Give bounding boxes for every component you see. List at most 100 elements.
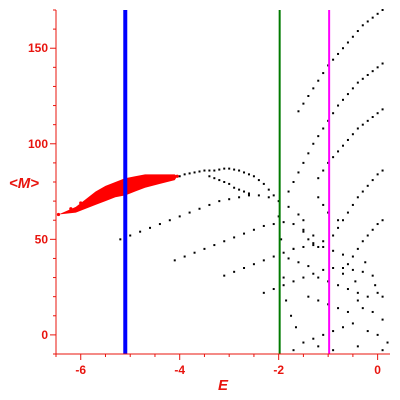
- black-data-point-183: [356, 299, 359, 302]
- black-data-point-115: [322, 127, 325, 130]
- black-data-point-5: [203, 169, 206, 172]
- black-data-point-29: [119, 238, 122, 241]
- black-data-point-131: [332, 156, 335, 159]
- x-tick-label: -2: [273, 363, 284, 377]
- black-data-point-20: [208, 175, 211, 178]
- black-data-point-156: [361, 240, 364, 243]
- black-data-point-149: [366, 184, 369, 187]
- black-data-point-42: [247, 194, 250, 197]
- black-data-point-83: [312, 272, 315, 275]
- x-tick-label: 0: [374, 363, 381, 377]
- black-data-point-139: [371, 116, 374, 119]
- black-data-point-193: [322, 333, 325, 336]
- black-data-point-65: [223, 274, 226, 277]
- black-data-point-98: [337, 52, 340, 55]
- red-data-point-8: [138, 182, 142, 186]
- black-data-point-41: [238, 196, 241, 199]
- black-data-point-62: [302, 228, 305, 231]
- black-data-point-51: [193, 251, 196, 254]
- black-data-point-184: [366, 295, 369, 298]
- black-data-point-198: [386, 341, 389, 344]
- black-data-point-199: [292, 349, 295, 352]
- black-data-point-91: [302, 102, 305, 105]
- black-data-point-179: [317, 299, 320, 302]
- black-data-point-39: [218, 200, 221, 203]
- black-data-point-158: [371, 228, 374, 231]
- black-data-point-145: [346, 211, 349, 214]
- black-data-point-166: [307, 238, 310, 241]
- black-data-point-36: [188, 211, 191, 214]
- black-data-point-69: [262, 259, 265, 262]
- black-data-point-73: [302, 245, 305, 248]
- black-data-point-82: [302, 276, 305, 279]
- black-data-point-76: [332, 249, 335, 252]
- black-data-point-188: [371, 310, 374, 313]
- black-data-point-30: [129, 234, 132, 237]
- y-tick-label: 150: [28, 41, 48, 55]
- black-data-point-155: [356, 247, 359, 250]
- black-data-point-18: [267, 188, 270, 191]
- black-data-point-202: [356, 345, 359, 348]
- black-data-point-22: [218, 179, 221, 182]
- black-data-point-56: [243, 232, 246, 235]
- black-data-point-111: [302, 161, 305, 164]
- black-data-point-168: [317, 245, 320, 248]
- black-data-point-127: [381, 62, 384, 65]
- black-data-point-86: [341, 267, 344, 269]
- black-data-point-170: [287, 257, 290, 260]
- black-data-point-162: [322, 203, 325, 206]
- black-data-point-108: [287, 190, 290, 193]
- black-data-point-90: [297, 110, 300, 113]
- black-data-point-92: [307, 95, 310, 97]
- red-data-point-1: [69, 207, 73, 211]
- black-data-point-164: [337, 219, 340, 222]
- black-data-point-53: [213, 244, 216, 247]
- black-data-point-71: [282, 251, 285, 254]
- black-data-point-117: [332, 112, 335, 115]
- y-tick-label: 100: [28, 137, 48, 151]
- black-data-point-81: [292, 280, 295, 283]
- black-data-point-197: [376, 333, 379, 336]
- red-data-point-9: [148, 180, 152, 184]
- black-data-point-173: [317, 276, 320, 279]
- black-data-point-99: [341, 47, 344, 50]
- black-data-point-208: [290, 314, 293, 317]
- black-data-point-132: [337, 150, 340, 153]
- red-data-point-6: [118, 186, 122, 190]
- black-data-point-57: [252, 228, 255, 231]
- black-data-point-11: [233, 168, 236, 171]
- red-band-area: [58, 174, 178, 215]
- black-data-point-161: [317, 196, 320, 199]
- black-data-point-80: [282, 284, 285, 287]
- black-data-point-128: [317, 177, 320, 180]
- red-data-point-2: [79, 201, 83, 205]
- black-data-point-60: [282, 221, 285, 224]
- black-data-point-200: [317, 345, 320, 348]
- x-axis-title: E: [218, 377, 229, 394]
- black-data-point-49: [173, 259, 176, 262]
- black-data-point-8: [218, 168, 221, 171]
- black-data-point-185: [376, 291, 379, 294]
- black-data-point-0: [178, 175, 181, 178]
- black-data-point-3: [193, 171, 196, 174]
- black-data-point-93: [312, 87, 315, 90]
- black-data-point-125: [371, 70, 374, 73]
- black-data-point-187: [361, 307, 364, 310]
- y-tick-label: 0: [41, 328, 48, 342]
- black-data-point-47: [297, 213, 300, 216]
- black-data-point-19: [272, 194, 275, 197]
- black-data-point-211: [354, 280, 357, 283]
- black-data-point-157: [366, 234, 369, 237]
- black-data-point-78: [262, 291, 265, 294]
- black-data-point-24: [228, 182, 231, 185]
- red-data-point-12: [175, 174, 179, 178]
- black-data-point-189: [381, 318, 384, 321]
- black-data-point-178: [307, 295, 310, 298]
- black-data-point-148: [361, 190, 364, 193]
- black-data-point-165: [302, 230, 305, 233]
- black-data-point-63: [312, 234, 315, 237]
- black-data-point-129: [322, 169, 325, 172]
- black-data-point-34: [168, 219, 171, 222]
- black-data-point-160: [381, 219, 384, 222]
